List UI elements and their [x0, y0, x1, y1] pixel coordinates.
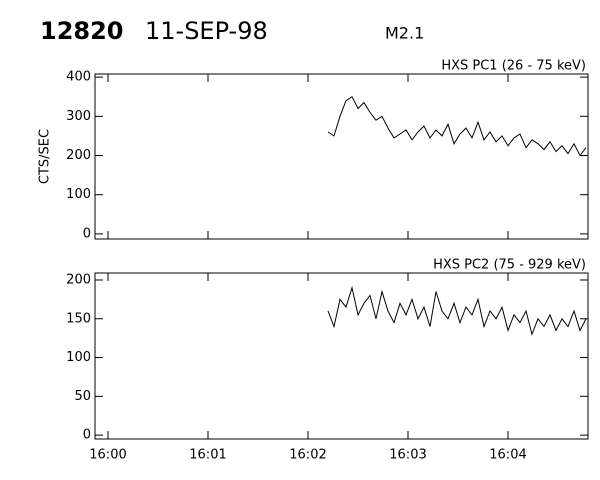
plot-frame: [94, 272, 589, 440]
x-tick-label: 16:01: [189, 448, 226, 463]
y-tick-label: 50: [74, 389, 91, 404]
x-tick-label: 16:00: [89, 448, 126, 463]
x-tick-label: 16:02: [289, 448, 326, 463]
y-axis-label: CTS/SEC: [38, 129, 53, 184]
y-tick-label: 150: [66, 311, 91, 326]
x-tick-label: 16:03: [389, 448, 426, 463]
flare-class: M2.1: [385, 24, 424, 43]
y-tick-label: 100: [66, 350, 91, 365]
y-tick-label: 200: [66, 272, 91, 287]
panel-title: HXS PC1 (26 - 75 keV): [441, 59, 586, 74]
data-line: [327, 285, 587, 336]
y-tick-label: 200: [66, 148, 91, 163]
y-tick-label: 300: [66, 109, 91, 124]
panel-title: HXS PC2 (75 - 929 keV): [433, 258, 586, 273]
event-id: 12820: [40, 17, 124, 45]
y-tick-label: 0: [83, 226, 91, 241]
x-tick-label: 16:04: [489, 448, 526, 463]
data-line: [327, 95, 587, 157]
plot-frame: [94, 73, 589, 240]
event-date: 11-SEP-98: [145, 17, 268, 45]
y-tick-label: 0: [83, 428, 91, 443]
y-tick-label: 100: [66, 187, 91, 202]
y-tick-label: 400: [66, 70, 91, 85]
